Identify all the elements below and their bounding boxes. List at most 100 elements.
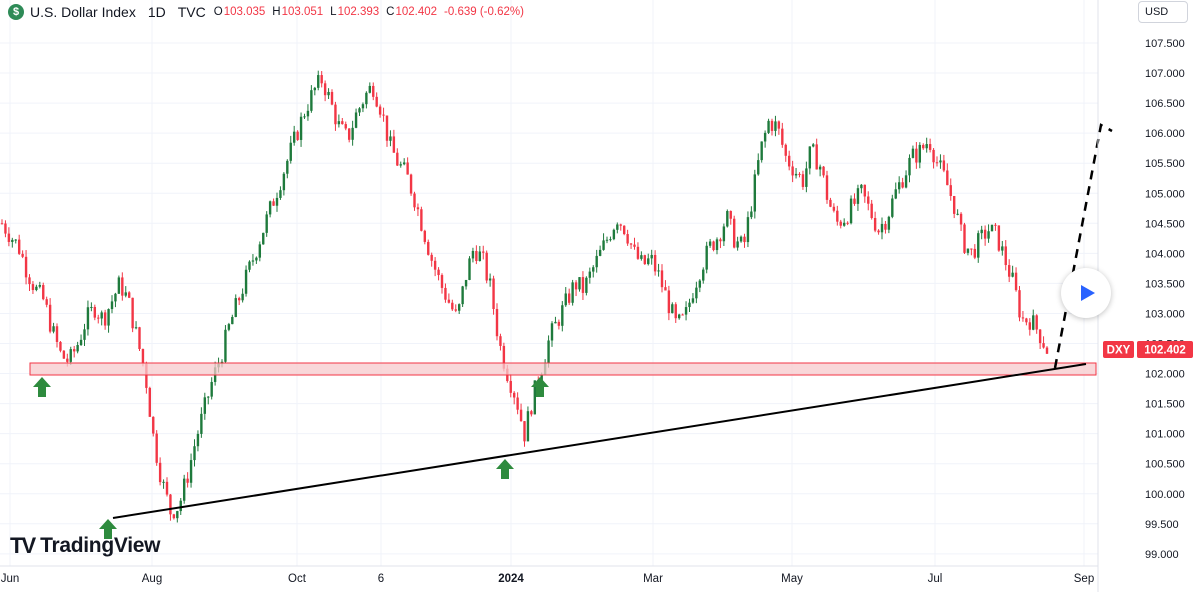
candle-body bbox=[251, 260, 255, 262]
candle-body bbox=[31, 284, 35, 291]
candle-body bbox=[447, 299, 451, 303]
candle-body bbox=[767, 120, 770, 133]
candle-body bbox=[444, 287, 447, 300]
low-value: 102.393 bbox=[337, 6, 380, 18]
candle-body bbox=[14, 239, 17, 241]
candle-body bbox=[207, 396, 210, 398]
candle-body bbox=[1028, 322, 1032, 330]
candle-body bbox=[317, 75, 320, 88]
candle-body bbox=[519, 409, 523, 422]
candle-body bbox=[688, 302, 691, 308]
candle-body bbox=[595, 255, 598, 268]
candle-body bbox=[193, 446, 196, 461]
candle-body bbox=[598, 249, 602, 256]
candle-body bbox=[636, 246, 640, 259]
candle-body bbox=[509, 380, 512, 393]
candle-body bbox=[791, 166, 794, 176]
candle-body bbox=[148, 387, 152, 417]
candle-body bbox=[719, 239, 722, 242]
candle-body bbox=[488, 278, 492, 281]
candle-body bbox=[897, 182, 901, 190]
candle-body bbox=[829, 199, 832, 207]
trendline[interactable] bbox=[112, 363, 1087, 519]
candle-body bbox=[430, 254, 433, 261]
candle-body bbox=[942, 160, 946, 171]
candle-body bbox=[946, 170, 949, 186]
candle-body bbox=[695, 287, 698, 299]
tradingview-logo-icon: TV bbox=[10, 533, 36, 558]
candle-body bbox=[564, 293, 567, 306]
candle-body bbox=[932, 149, 935, 163]
candle-body bbox=[633, 244, 636, 247]
candle-body bbox=[313, 87, 317, 91]
candle-body bbox=[55, 326, 59, 342]
symbol-title[interactable]: U.S. Dollar Index bbox=[30, 4, 136, 20]
candle-body bbox=[306, 110, 310, 117]
candle-body bbox=[200, 413, 203, 434]
candle-body bbox=[922, 144, 925, 149]
candle-body bbox=[437, 269, 440, 276]
candle-body bbox=[351, 127, 354, 140]
candles bbox=[0, 70, 1049, 523]
candle-body bbox=[97, 317, 100, 319]
candle-body bbox=[52, 326, 55, 332]
x-tick-label: Oct bbox=[288, 573, 307, 585]
candle-body bbox=[38, 285, 42, 287]
support-zone[interactable] bbox=[29, 362, 1097, 376]
candle-body bbox=[169, 494, 172, 515]
candle-body bbox=[801, 174, 805, 187]
candle-body bbox=[557, 321, 561, 326]
play-button[interactable] bbox=[1061, 268, 1111, 318]
up-arrow-icon bbox=[99, 519, 117, 539]
candle-body bbox=[179, 500, 182, 512]
candle-body bbox=[592, 267, 595, 272]
currency-button[interactable]: USD bbox=[1138, 1, 1188, 23]
source-label: TVC bbox=[177, 4, 206, 20]
y-tick-label: 100.500 bbox=[1145, 459, 1185, 471]
candle-body bbox=[581, 277, 585, 293]
candle-body bbox=[1004, 246, 1007, 266]
candle-body bbox=[265, 214, 268, 233]
y-tick-label: 104.000 bbox=[1145, 248, 1185, 260]
candle-body bbox=[822, 166, 825, 176]
candle-body bbox=[684, 307, 688, 315]
candle-body bbox=[640, 255, 643, 259]
interval-label[interactable]: 1D bbox=[147, 4, 166, 20]
y-tick-label: 99.500 bbox=[1145, 519, 1179, 531]
candle-body bbox=[647, 258, 650, 265]
y-tick-label: 106.000 bbox=[1145, 128, 1185, 140]
candle-body bbox=[812, 144, 815, 147]
time-axis[interactable]: Jun Aug Oct 6 2024 Mar May Jul Sep bbox=[1, 573, 1095, 585]
candle-body bbox=[413, 193, 416, 208]
candle-body bbox=[815, 144, 818, 170]
candle-body bbox=[904, 175, 908, 188]
candle-body bbox=[334, 104, 337, 125]
candle-body bbox=[880, 223, 884, 233]
candle-body bbox=[358, 108, 361, 113]
candle-body bbox=[729, 211, 732, 219]
candle-body bbox=[588, 271, 592, 278]
candle-body bbox=[784, 144, 787, 156]
candle-body bbox=[949, 185, 952, 196]
candle-body bbox=[141, 349, 145, 364]
symbol-legend[interactable]: $ U.S. Dollar Index 1D TVC O103.035 H103… bbox=[8, 3, 524, 21]
candle-body bbox=[970, 248, 973, 250]
x-tick-label: May bbox=[781, 573, 803, 585]
candle-body bbox=[839, 221, 842, 226]
candle-body bbox=[495, 309, 499, 337]
candle-body bbox=[461, 286, 464, 305]
candle-body bbox=[928, 144, 932, 150]
candle-body bbox=[127, 292, 131, 298]
candle-body bbox=[382, 114, 385, 116]
candle-body bbox=[45, 299, 48, 305]
price-axis[interactable]: 107.500 107.000 106.500 106.000 105.500 105.0… bbox=[1145, 38, 1185, 561]
candle-body bbox=[1042, 343, 1045, 348]
candle-body bbox=[757, 160, 760, 175]
candle-body bbox=[660, 270, 664, 288]
candle-body bbox=[894, 189, 897, 199]
candle-body bbox=[1001, 246, 1004, 251]
candle-body bbox=[846, 222, 849, 224]
candle-body bbox=[344, 124, 347, 129]
candle-body bbox=[732, 218, 736, 248]
